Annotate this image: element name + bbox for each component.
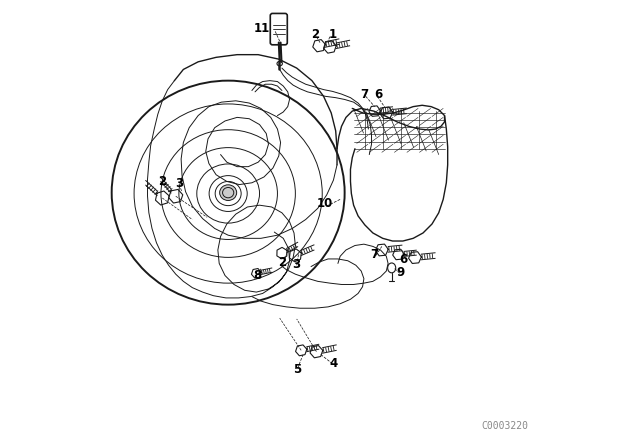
Text: 1: 1 [328,28,337,42]
Text: 2: 2 [158,175,166,188]
Ellipse shape [220,185,237,201]
Text: 10: 10 [316,197,333,211]
Text: C0003220: C0003220 [481,421,529,431]
Text: 5: 5 [292,363,301,376]
Text: 7: 7 [360,87,368,101]
Text: 6: 6 [374,87,382,101]
Text: 6: 6 [399,253,407,267]
Text: 8: 8 [253,269,261,282]
Text: 7: 7 [371,248,379,261]
Text: 3: 3 [175,177,183,190]
Text: 11: 11 [253,22,270,35]
Text: 4: 4 [330,357,337,370]
Text: 3: 3 [292,258,301,271]
Text: 9: 9 [397,266,404,279]
Text: 2: 2 [278,255,286,269]
Text: 2: 2 [312,28,319,42]
FancyBboxPatch shape [270,13,287,45]
